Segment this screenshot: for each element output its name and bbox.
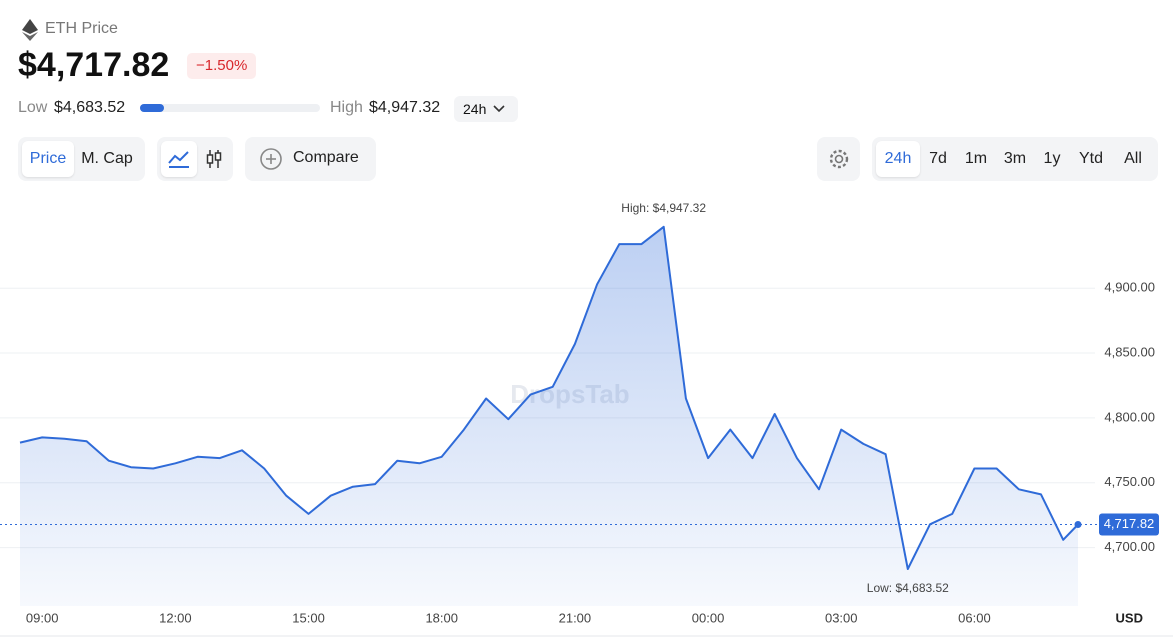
x-tick-label: 00:00 [692,610,725,625]
last-price-tag [1099,513,1159,536]
period-tab[interactable]: Ytd [1078,150,1103,167]
range-bar [140,104,320,112]
chart: DropsTab USD 4,700.004,750.004,800.004,8… [0,201,1173,637]
x-tick-label: 15:00 [292,610,325,625]
currency: USD [1116,610,1143,625]
plus-icon [260,148,282,170]
period-tabs: 24h 7d 1m 3m 1y Ytd All [872,137,1158,181]
x-tick-label: 06:00 [958,610,991,625]
x-tick-label: 03:00 [825,610,858,625]
eth-icon [22,19,38,41]
annotation: High: $4,947.32 [621,201,706,215]
change: −1.50% [187,53,257,79]
high-label: High [330,99,363,116]
x-tick-label: 12:00 [159,610,192,625]
period-tab[interactable]: 7d [929,150,947,167]
range-text: 24h [463,101,487,117]
last-price-label: 4,717.82 [1104,516,1155,531]
asset-title: ETH Price [45,20,118,37]
compare[interactable]: Compare [245,137,376,181]
candle-button[interactable] [199,141,229,177]
compare-text: Compare [293,149,359,166]
period-tab[interactable]: All [1124,150,1142,167]
y-tick-label: 4,900.00 [1104,280,1155,295]
area [20,226,1078,607]
annotation: Low: $4,683.52 [867,581,949,595]
x-tick-label: 09:00 [26,610,59,625]
x-tick-label: 18:00 [425,610,458,625]
chart-kind [157,137,233,181]
candle-icon [206,150,222,168]
y-tick-label: 4,800.00 [1104,409,1155,424]
low-label: Low [18,99,48,116]
line-icon [168,151,189,168]
period-tab[interactable]: 3m [1003,150,1027,167]
tab[interactable]: M. Cap [81,150,133,167]
x-tick-label: 21:00 [559,610,592,625]
tab[interactable]: Price [22,141,74,177]
metric-tabs: Price M. Cap [18,137,145,181]
period-tab[interactable]: 1m [964,150,988,167]
price: $4,717.82 [18,46,170,84]
settings[interactable] [817,137,860,181]
chevron [493,105,505,113]
period-tab[interactable]: 24h [876,141,920,177]
range-select[interactable]: 24h [454,96,518,122]
y-tick-label: 4,850.00 [1104,344,1155,359]
low-value: $4,683.52 [54,99,126,116]
y-tick-label: 4,750.00 [1104,474,1155,489]
price-line [19,225,1079,570]
high-value: $4,947.32 [369,99,441,116]
gear-icon [829,149,849,169]
line-button[interactable] [161,141,197,177]
period-tab[interactable]: 1y [1043,150,1061,167]
last-point [1074,521,1082,529]
y-tick-label: 4,700.00 [1104,539,1155,554]
